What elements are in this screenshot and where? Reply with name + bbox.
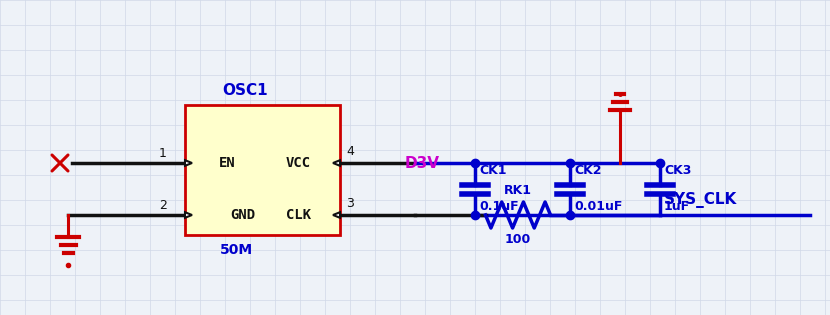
Text: 3: 3 xyxy=(346,197,354,210)
Text: CLK: CLK xyxy=(286,208,310,222)
Polygon shape xyxy=(185,160,192,166)
Text: 100: 100 xyxy=(505,233,531,246)
Text: RK1: RK1 xyxy=(504,184,532,197)
Text: EN: EN xyxy=(218,156,235,170)
Polygon shape xyxy=(333,212,340,218)
Bar xyxy=(185,105,340,235)
Text: 0.01uF: 0.01uF xyxy=(574,201,622,214)
Polygon shape xyxy=(333,160,340,166)
Text: D3V: D3V xyxy=(405,156,440,170)
Text: 1: 1 xyxy=(159,147,167,160)
Text: 2: 2 xyxy=(159,199,167,212)
Text: CK2: CK2 xyxy=(574,164,602,177)
Polygon shape xyxy=(185,212,192,218)
Text: 4: 4 xyxy=(346,145,354,158)
Text: CK3: CK3 xyxy=(664,164,691,177)
Text: 50M: 50M xyxy=(220,243,253,257)
Text: 0.1uF: 0.1uF xyxy=(479,201,519,214)
Text: OSC1: OSC1 xyxy=(222,83,268,98)
Text: VCC: VCC xyxy=(286,156,310,170)
Text: GND: GND xyxy=(230,208,255,222)
Text: CK1: CK1 xyxy=(479,164,506,177)
Text: SYS_CLK: SYS_CLK xyxy=(663,192,737,208)
Text: 1uF: 1uF xyxy=(664,201,690,214)
